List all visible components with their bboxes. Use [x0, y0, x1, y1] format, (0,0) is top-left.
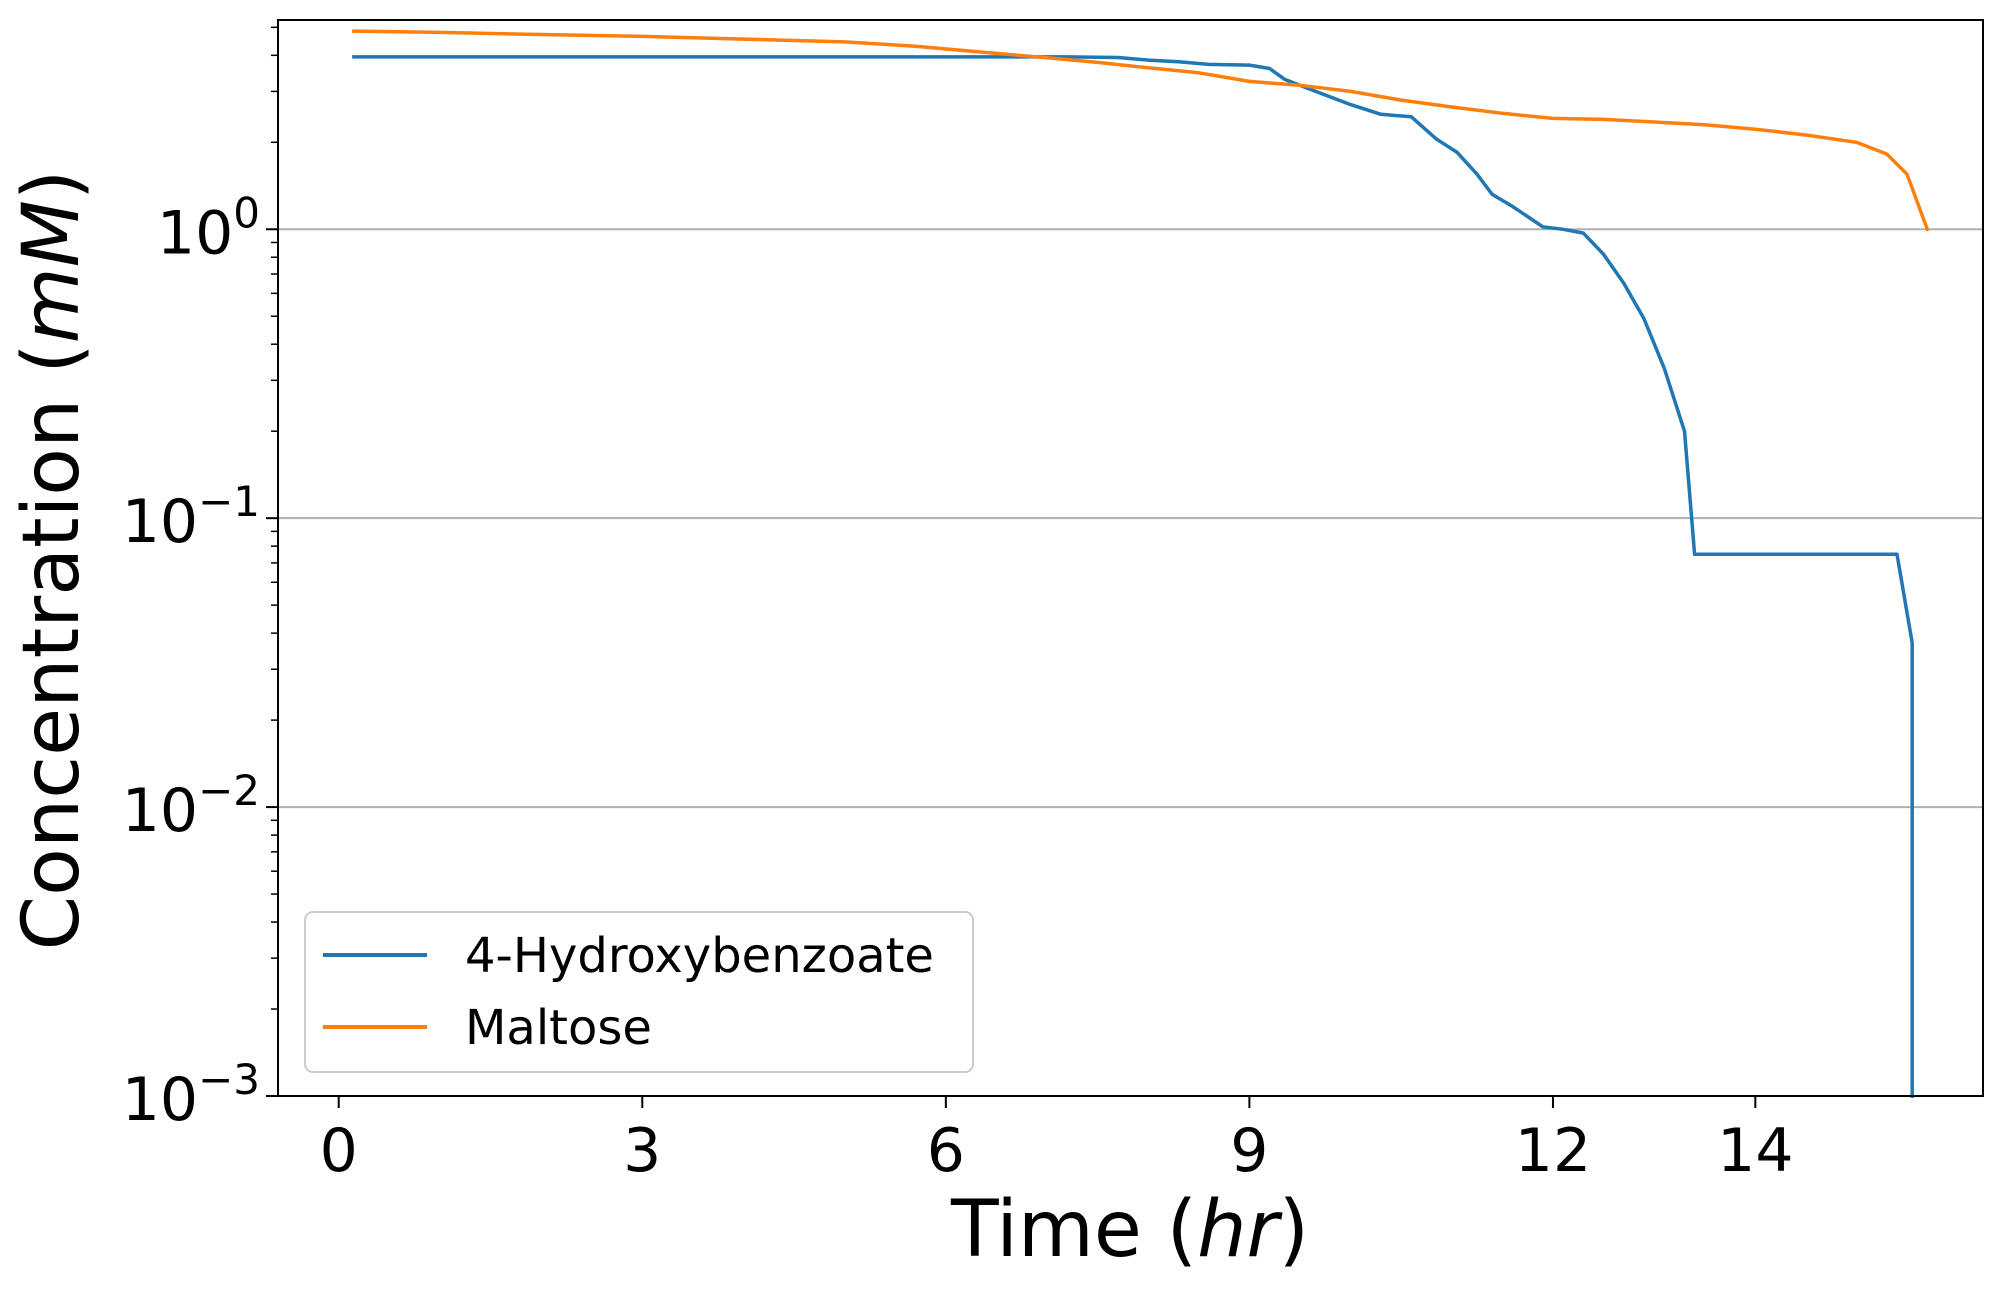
legend-label-4-hydroxybenzoate: 4-Hydroxybenzoate: [465, 928, 934, 984]
y-axis-ticks: 10−3 10−2 10−1 100: [122, 26, 278, 1135]
legend: 4-Hydroxybenzoate Maltose: [304, 911, 974, 1073]
y-tick-label: 10−3: [122, 1055, 260, 1135]
x-tick-label: 3: [623, 1116, 661, 1186]
x-tick-label: 14: [1717, 1116, 1793, 1186]
x-tick-label: 6: [927, 1116, 965, 1186]
grid-lines: [278, 228, 1983, 809]
y-axis-title: Concentration (mM): [7, 170, 97, 951]
x-tick-label: 9: [1230, 1116, 1268, 1186]
y-tick-label: 10−2: [122, 766, 260, 846]
y-tick-label: 10−1: [122, 477, 260, 557]
legend-box: [304, 911, 974, 1073]
series-line-4-hydroxybenzoate: [352, 55, 1914, 1098]
legend-label-maltose: Maltose: [465, 1000, 652, 1056]
x-tick-label: 12: [1515, 1116, 1591, 1186]
y-tick-label: 100: [157, 188, 260, 268]
x-axis-ticks: 0 3 6 9 12 14: [320, 1096, 1794, 1186]
plot-frame: [277, 19, 1984, 1097]
data-series: [352, 29, 1930, 1098]
series-line-maltose: [352, 29, 1930, 232]
x-axis-title: Time (hr): [950, 1185, 1309, 1275]
x-tick-label: 0: [320, 1116, 358, 1186]
